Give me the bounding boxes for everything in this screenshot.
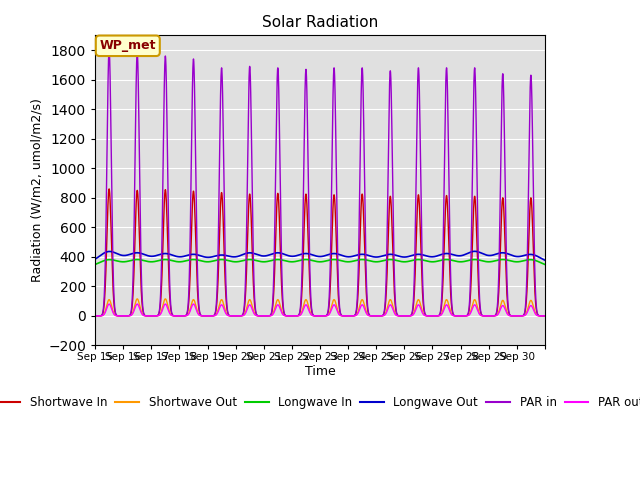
Shortwave Out <box>133 296 141 302</box>
Longwave In <box>541 262 548 267</box>
Shortwave Out <box>92 313 99 319</box>
Longwave In <box>184 257 192 263</box>
Line: Shortwave Out: Shortwave Out <box>95 299 545 316</box>
Shortwave In <box>184 303 192 309</box>
Longwave In <box>336 257 344 263</box>
Line: Longwave Out: Longwave Out <box>95 252 545 260</box>
Longwave Out <box>541 257 548 263</box>
PAR out <box>465 312 472 318</box>
Shortwave Out <box>360 301 368 307</box>
PAR out <box>105 301 113 307</box>
Line: PAR in: PAR in <box>95 50 545 316</box>
X-axis label: Time: Time <box>305 365 335 378</box>
Shortwave Out <box>477 312 484 318</box>
Longwave In <box>465 257 472 263</box>
Line: Shortwave In: Shortwave In <box>95 189 545 316</box>
PAR out <box>443 302 451 308</box>
Y-axis label: Radiation (W/m2, umol/m2/s): Radiation (W/m2, umol/m2/s) <box>31 98 44 282</box>
PAR in <box>477 306 484 312</box>
Legend: Shortwave In, Shortwave Out, Longwave In, Longwave Out, PAR in, PAR out: Shortwave In, Shortwave Out, Longwave In… <box>0 392 640 414</box>
Shortwave Out <box>184 311 192 317</box>
Title: Solar Radiation: Solar Radiation <box>262 15 378 30</box>
PAR out <box>477 312 484 318</box>
Shortwave In <box>465 309 472 315</box>
Longwave Out <box>443 251 451 256</box>
PAR in <box>92 313 99 319</box>
PAR out <box>541 313 548 319</box>
Longwave In <box>443 257 451 263</box>
PAR in <box>336 308 344 313</box>
PAR in <box>105 47 113 53</box>
Shortwave Out <box>443 297 451 302</box>
Longwave In <box>477 257 484 263</box>
Line: Longwave In: Longwave In <box>95 260 545 264</box>
Text: WP_met: WP_met <box>100 39 156 52</box>
PAR out <box>92 313 99 319</box>
Longwave Out <box>465 250 472 256</box>
PAR in <box>360 147 368 153</box>
Shortwave In <box>477 309 484 314</box>
PAR in <box>184 298 192 303</box>
Longwave In <box>133 257 141 263</box>
Longwave Out <box>360 252 368 257</box>
Shortwave In <box>336 309 344 315</box>
Shortwave Out <box>541 313 548 319</box>
Shortwave In <box>443 193 451 199</box>
Shortwave Out <box>336 312 344 318</box>
PAR out <box>360 305 368 311</box>
Longwave In <box>360 257 368 263</box>
Longwave Out <box>336 252 344 258</box>
Longwave Out <box>184 252 192 258</box>
Shortwave In <box>105 186 113 192</box>
Longwave In <box>92 262 99 267</box>
Shortwave In <box>92 313 99 319</box>
Shortwave In <box>541 313 548 319</box>
PAR in <box>443 66 451 72</box>
Line: PAR out: PAR out <box>95 304 545 316</box>
Shortwave In <box>360 228 368 234</box>
PAR out <box>336 312 344 318</box>
Longwave Out <box>471 249 479 254</box>
PAR in <box>541 313 548 319</box>
PAR out <box>184 312 192 317</box>
Longwave Out <box>477 250 484 255</box>
Shortwave Out <box>465 312 472 318</box>
Longwave Out <box>92 256 99 262</box>
PAR in <box>465 307 472 313</box>
